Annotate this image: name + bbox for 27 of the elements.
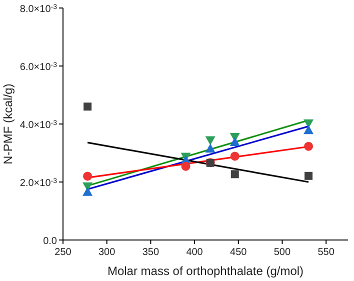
y-tick-label: 0.0 xyxy=(43,236,58,247)
y-axis-title: N-PMF (kcal/g) xyxy=(1,84,15,164)
point xyxy=(304,172,313,180)
point xyxy=(83,172,92,181)
y-tick-label: 8.0×10$^{-3}$ xyxy=(20,4,58,15)
point xyxy=(230,152,240,161)
x-axis-title: Molar mass of orthophthalate (g/mol) xyxy=(107,264,304,278)
y-tick-label: 2.0×10$^{-3}$ xyxy=(20,178,58,189)
point xyxy=(205,144,216,153)
point xyxy=(84,102,92,111)
x-tick-label: 400 xyxy=(186,247,204,258)
point xyxy=(230,136,240,146)
point xyxy=(82,186,93,196)
point xyxy=(304,125,314,134)
x-tick-label: 350 xyxy=(142,247,160,258)
x-tick-label: 300 xyxy=(98,247,116,258)
point xyxy=(230,170,239,178)
point xyxy=(304,119,314,128)
y-tick-label: 4.0×10$^{-3}$ xyxy=(20,120,58,131)
point xyxy=(304,142,314,151)
point xyxy=(205,136,216,146)
x-tick-label: 500 xyxy=(274,247,292,258)
x-tick-label: 550 xyxy=(318,247,335,258)
x-tick-label: 450 xyxy=(230,247,248,258)
x-tick-label: 250 xyxy=(54,247,72,258)
point xyxy=(181,162,190,171)
y-tick-label: 6.0×10$^{-3}$ xyxy=(20,62,58,73)
